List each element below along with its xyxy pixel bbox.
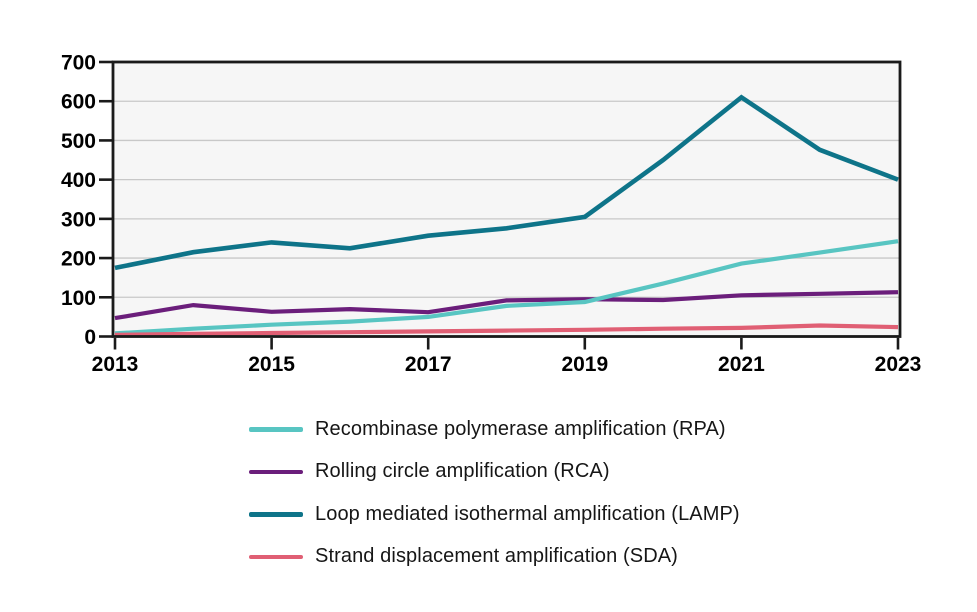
plot-frame bbox=[111, 60, 902, 338]
x-axis-tick-label: 2023 bbox=[875, 353, 922, 376]
legend-item-rca: Rolling circle amplification (RCA) bbox=[249, 451, 740, 494]
legend-label-rpa: Recombinase polymerase amplification (RP… bbox=[315, 417, 726, 440]
legend-item-sda: Strand displacement amplification (SDA) bbox=[249, 536, 740, 579]
y-axis-tick-label: 400 bbox=[61, 169, 96, 192]
x-axis-tick-label: 2021 bbox=[718, 353, 765, 376]
legend-swatch-sda bbox=[249, 554, 303, 559]
x-axis-tick-label: 2015 bbox=[248, 353, 295, 376]
plot-background bbox=[113, 62, 900, 337]
y-axis-tick-label: 600 bbox=[61, 91, 96, 114]
legend-label-lamp: Loop mediated isothermal amplification (… bbox=[315, 502, 740, 525]
legend-item-rpa: Recombinase polymerase amplification (RP… bbox=[249, 408, 740, 451]
legend-swatch-rca bbox=[249, 469, 303, 474]
series-line-rca bbox=[114, 290, 899, 321]
x-axis-tick-label: 2013 bbox=[92, 353, 139, 376]
legend-swatch-lamp bbox=[249, 512, 303, 517]
x-axis-tick-label: 2017 bbox=[405, 353, 452, 376]
legend: Recombinase polymerase amplification (RP… bbox=[249, 408, 740, 578]
series-line-lamp bbox=[114, 94, 899, 271]
y-axis-tick-label: 200 bbox=[61, 248, 96, 271]
y-axis-tick-label: 700 bbox=[61, 52, 96, 75]
series-line-rpa bbox=[114, 239, 899, 336]
x-axis-tick-label: 2019 bbox=[561, 353, 608, 376]
legend-label-sda: Strand displacement amplification (SDA) bbox=[315, 545, 678, 568]
y-axis-tick-label: 0 bbox=[84, 326, 96, 349]
legend-item-lamp: Loop mediated isothermal amplification (… bbox=[249, 493, 740, 536]
y-axis-tick-label: 500 bbox=[61, 130, 96, 153]
legend-swatch-rpa bbox=[249, 427, 303, 432]
series-line-sda bbox=[114, 323, 899, 337]
legend-label-rca: Rolling circle amplification (RCA) bbox=[315, 460, 610, 483]
y-axis-tick-label: 300 bbox=[61, 208, 96, 231]
y-axis-tick-label: 100 bbox=[61, 287, 96, 310]
